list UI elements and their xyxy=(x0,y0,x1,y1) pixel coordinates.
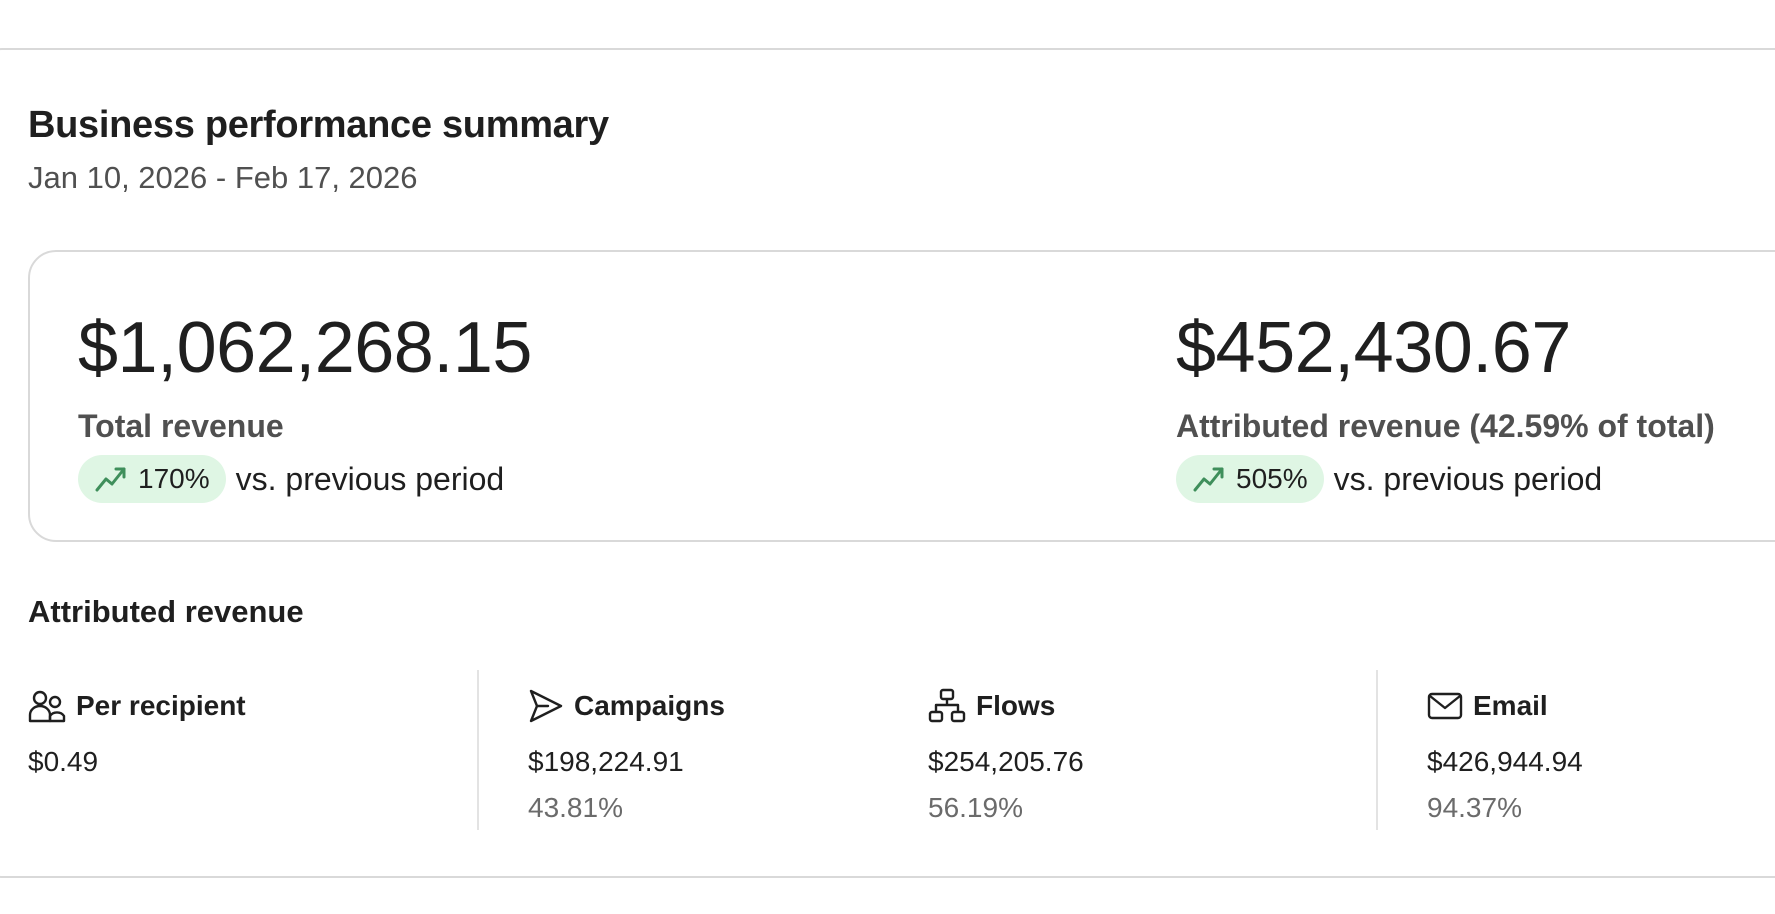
people-icon xyxy=(28,689,66,723)
send-icon xyxy=(528,688,564,724)
metric-value: $426,944.94 xyxy=(1427,746,1583,777)
performance-summary-card xyxy=(0,48,1775,878)
metric-flows: Flows $254,205.76 56.19% xyxy=(928,686,1084,824)
trend-badge: 505% xyxy=(1176,455,1324,503)
flow-icon xyxy=(928,688,966,724)
metric-value: $198,224.91 xyxy=(528,746,684,777)
trend-badge: 170% xyxy=(78,455,226,503)
divider xyxy=(477,670,479,830)
kpi-change: 170% vs. previous period xyxy=(78,455,532,503)
metric-value: $0.49 xyxy=(28,746,99,777)
trend-value: 170% xyxy=(138,463,210,494)
metric-email: Email $426,944.94 94.37% xyxy=(1427,686,1583,824)
kpi-label: Attributed revenue (42.59% of total) xyxy=(1176,408,1715,444)
metric-percent: 94.37% xyxy=(1427,792,1522,823)
date-range: Jan 10, 2026 - Feb 17, 2026 xyxy=(28,160,418,195)
metric-percent: 43.81% xyxy=(528,792,623,823)
metric-per-recipient: Per recipient $0.49 xyxy=(28,686,246,778)
metric-percent: 56.19% xyxy=(928,792,1023,823)
metric-campaigns: Campaigns $198,224.91 43.81% xyxy=(528,686,725,824)
kpi-attributed-revenue: $452,430.67 Attributed revenue (42.59% o… xyxy=(1176,312,1715,503)
metric-value: $254,205.76 xyxy=(928,746,1084,777)
page-title: Business performance summary xyxy=(28,104,609,146)
metric-label: Flows xyxy=(976,690,1056,721)
metric-label: Email xyxy=(1473,690,1548,721)
metric-label: Campaigns xyxy=(574,690,725,721)
trend-suffix: vs. previous period xyxy=(1333,460,1603,497)
mail-icon xyxy=(1427,691,1463,721)
kpi-panel xyxy=(28,250,1775,542)
kpi-value: $452,430.67 xyxy=(1176,308,1571,388)
metric-label: Per recipient xyxy=(76,690,246,721)
trend-suffix: vs. previous period xyxy=(235,460,505,497)
kpi-change: 505% vs. previous period xyxy=(1176,455,1715,503)
attributed-revenue-heading: Attributed revenue xyxy=(28,594,304,629)
kpi-total-revenue: $1,062,268.15 Total revenue 170% vs. pre… xyxy=(78,312,532,503)
kpi-label: Total revenue xyxy=(78,408,284,444)
divider xyxy=(1376,670,1378,830)
trend-up-icon xyxy=(1192,464,1226,494)
kpi-value: $1,062,268.15 xyxy=(78,308,532,388)
trend-value: 505% xyxy=(1236,463,1308,494)
trend-up-icon xyxy=(94,464,128,494)
